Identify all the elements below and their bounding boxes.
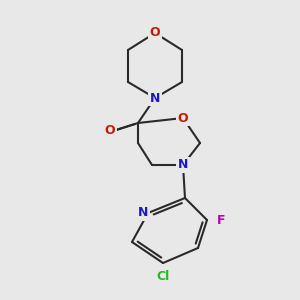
Text: N: N xyxy=(150,92,160,104)
Text: N: N xyxy=(138,206,148,220)
Text: O: O xyxy=(150,26,160,40)
Text: N: N xyxy=(178,158,188,172)
Text: O: O xyxy=(105,124,115,136)
Text: F: F xyxy=(217,214,225,226)
Text: O: O xyxy=(178,112,188,124)
Text: Cl: Cl xyxy=(156,271,170,284)
